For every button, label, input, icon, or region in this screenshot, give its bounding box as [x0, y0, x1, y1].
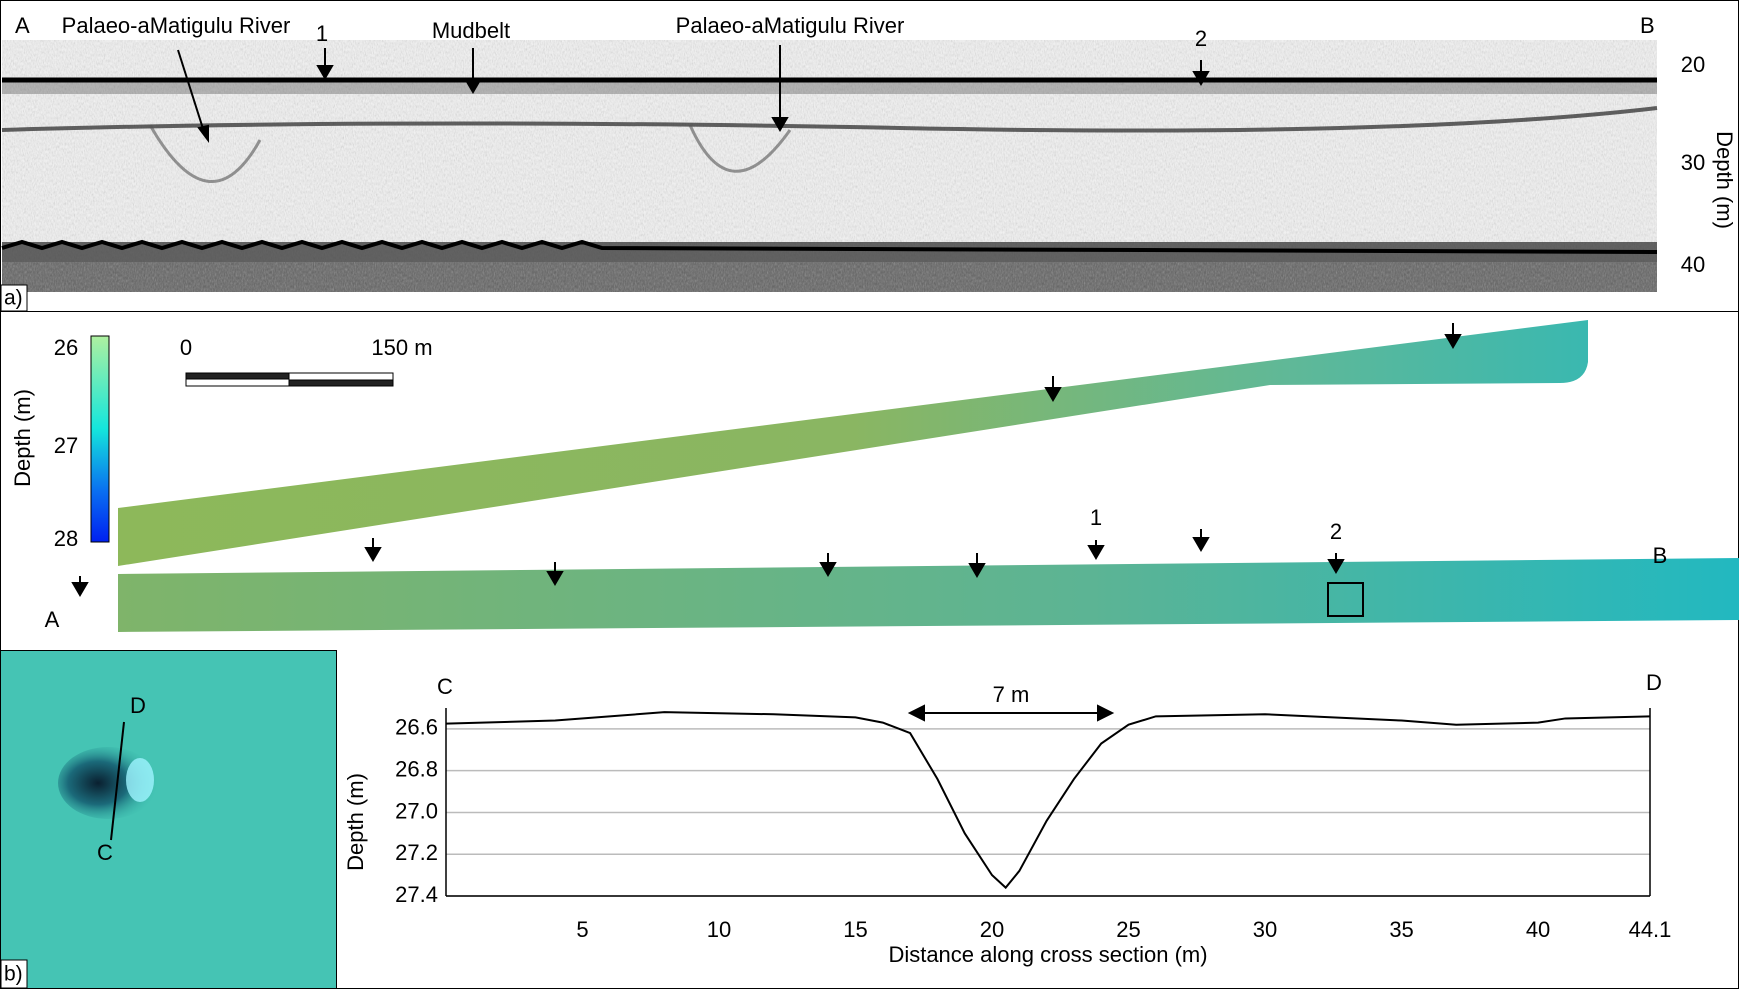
- colorbar-tick: 28: [54, 526, 78, 551]
- label: C: [97, 840, 113, 865]
- label: Palaeo-aMatigulu River: [676, 13, 905, 38]
- scale-bar: [185, 372, 394, 387]
- y-tick-label: 27.0: [395, 798, 438, 823]
- y-axis-label: Depth (m): [343, 773, 368, 871]
- section-start: C: [437, 674, 453, 699]
- x-tick-label: 5: [576, 917, 588, 942]
- label: 2: [1195, 26, 1207, 51]
- width-arrow: [907, 704, 1115, 722]
- depth-tick: 20: [1681, 52, 1705, 77]
- y-tick-label: 27.2: [395, 840, 438, 865]
- x-tick-label: 44.1: [1629, 917, 1672, 942]
- y-tick-label: 26.8: [395, 756, 438, 781]
- label: 2: [1330, 519, 1342, 544]
- label: B: [1653, 543, 1668, 568]
- depth-tick: 40: [1681, 252, 1705, 277]
- label: 1: [316, 21, 328, 46]
- colorbar-label: Depth (m): [10, 389, 35, 487]
- label: A: [45, 607, 60, 632]
- bathymetry-strip: [118, 320, 1588, 566]
- panel-label-box: [0, 959, 28, 989]
- inset-box: [1327, 582, 1364, 617]
- section-line: [110, 721, 125, 841]
- section-end: D: [1646, 670, 1662, 695]
- panel-label: a): [4, 287, 23, 310]
- x-tick-label: 15: [843, 917, 867, 942]
- label: Palaeo-aMatigulu River: [62, 13, 291, 38]
- x-tick-label: 30: [1253, 917, 1277, 942]
- x-tick-label: 20: [980, 917, 1004, 942]
- colorbar-tick: 26: [54, 335, 78, 360]
- scale-label: 150 m: [371, 335, 432, 360]
- seismic-profile: [1, 40, 1658, 292]
- x-tick-label: 25: [1116, 917, 1140, 942]
- panel-label-box: [0, 284, 28, 312]
- y-tick-label: 26.6: [395, 715, 438, 740]
- width-label: 7 m: [993, 682, 1030, 707]
- colorbar: [90, 335, 110, 543]
- label: A: [15, 13, 30, 38]
- depth-tick: 30: [1681, 150, 1705, 175]
- label: D: [130, 693, 146, 718]
- x-tick-label: 10: [707, 917, 731, 942]
- annotation-arrows: [177, 45, 1210, 143]
- profile-line: [445, 711, 1651, 890]
- axis-label: Depth (m): [1712, 131, 1737, 229]
- label: B: [1640, 13, 1655, 38]
- scale-label: 0: [180, 335, 192, 360]
- inset-map: [0, 650, 336, 989]
- y-tick-label: 27.4: [395, 882, 438, 907]
- bathymetry-strip: [118, 558, 1739, 632]
- panel-label: b): [4, 963, 23, 986]
- x-tick-label: 35: [1389, 917, 1413, 942]
- label: Mudbelt: [432, 18, 510, 43]
- label: 1: [1090, 505, 1102, 530]
- x-axis-label: Distance along cross section (m): [888, 942, 1207, 967]
- x-tick-label: 40: [1526, 917, 1550, 942]
- inset-pit-rim: [126, 758, 154, 802]
- pit-arrows: [71, 323, 1462, 597]
- colorbar-tick: 27: [54, 433, 78, 458]
